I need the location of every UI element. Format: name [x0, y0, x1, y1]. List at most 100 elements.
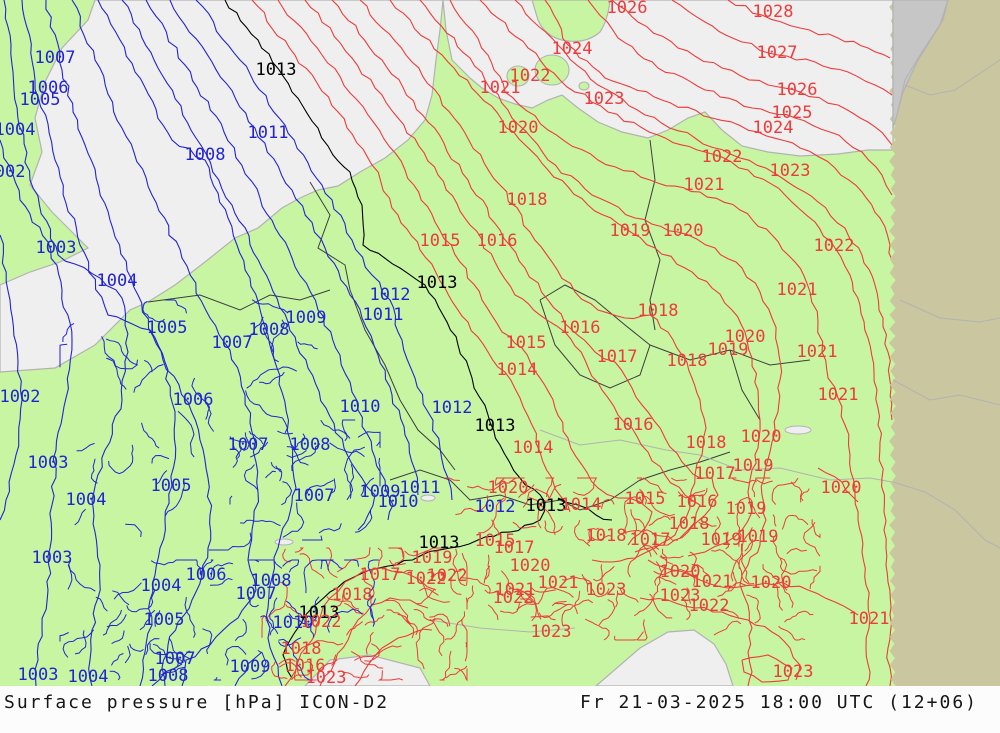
terrain-noise — [160, 666, 186, 676]
terrain-noise — [177, 559, 202, 576]
terrain-noise — [484, 589, 504, 597]
isobar-label: 1021 — [684, 175, 725, 195]
terrain-noise — [251, 299, 289, 314]
isobar-label: 1005 — [147, 318, 188, 338]
terrain-noise — [288, 613, 309, 625]
terrain-noise — [429, 613, 451, 627]
isobar-label: 1028 — [753, 2, 794, 22]
terrain-noise — [240, 519, 281, 527]
terrain-noise — [740, 543, 750, 584]
terrain-noise — [113, 582, 142, 600]
pressure-contour-map: 1007100610051004100210081011100310041005… — [0, 0, 1000, 686]
terrain-noise — [634, 518, 652, 558]
isobar-line-1012 — [195, 0, 453, 501]
isobar-line-1025 — [587, 0, 893, 196]
isobar-label: 1017 — [494, 538, 535, 558]
isobar-label: 1019 — [733, 456, 774, 476]
terrain-noise — [721, 608, 740, 619]
terrain-noise — [404, 547, 445, 557]
terrain-noise — [59, 343, 68, 368]
terrain-noise — [326, 596, 360, 610]
terrain-noise — [67, 560, 73, 590]
terrain-noise — [772, 514, 777, 527]
terrain-noise — [251, 650, 267, 680]
terrain-noise — [282, 502, 305, 538]
isobar-label: 1018 — [686, 433, 727, 453]
isobar-label: 1009 — [230, 657, 271, 677]
terrain-noise — [343, 446, 366, 501]
terrain-noise — [248, 559, 267, 563]
terrain-noise — [522, 488, 550, 508]
isobar-label: 1021 — [495, 580, 536, 600]
isobar-label: 1003 — [32, 548, 73, 568]
isobar-label: 1013 — [256, 60, 297, 80]
isobar-label: 1020 — [725, 327, 766, 347]
terrain-noise — [419, 579, 450, 603]
terrain-noise — [444, 611, 466, 641]
terrain-noise — [601, 566, 615, 584]
terrain-noise — [639, 488, 648, 505]
terrain-noise — [529, 496, 556, 535]
isobar-label: 1004 — [141, 576, 182, 596]
terrain-noise — [455, 495, 489, 516]
isobar-label: 1010 — [273, 613, 314, 633]
isobar-line-1011 — [169, 0, 419, 496]
terrain-noise — [249, 441, 269, 458]
terrain-noise — [386, 609, 411, 626]
terrain-noise — [101, 336, 139, 370]
terrain-noise — [784, 610, 814, 623]
terrain-noise — [156, 470, 168, 485]
terrain-noise — [623, 496, 644, 535]
isobar-line-1008 — [97, 0, 297, 686]
terrain-noise — [245, 390, 288, 434]
isobar-line-1010 — [145, 0, 394, 521]
isobar-label: 1024 — [552, 39, 593, 59]
isobar-label: 1008 — [251, 571, 292, 591]
terrain-noise — [106, 614, 127, 628]
terrain-noise — [142, 300, 165, 323]
terrain-noise — [202, 628, 213, 655]
isobar-line-1028 — [727, 0, 891, 59]
isobar-label: 1018 — [638, 301, 679, 321]
isobar-label: 1014 — [513, 438, 554, 458]
isobar-label: 1004 — [97, 271, 138, 291]
terrain-noise — [270, 319, 285, 353]
river — [539, 429, 893, 483]
terrain-noise — [243, 464, 259, 491]
terrain-noise — [751, 477, 771, 497]
terrain-noise — [586, 527, 600, 544]
outside-domain-border — [897, 0, 949, 111]
isobar-line-1018 — [359, 0, 707, 563]
terrain-noise — [465, 597, 468, 610]
isobar-line-1020 — [817, 467, 859, 503]
country-border — [147, 289, 331, 311]
isobar-label: 1023 — [531, 622, 572, 642]
isobar-label: 1018 — [667, 351, 708, 371]
pressure-map: 1007100610051004100210081011100310041005… — [0, 0, 1000, 686]
terrain-noise — [183, 650, 191, 663]
terrain-noise — [518, 591, 537, 622]
isobar-line-1007 — [71, 0, 260, 686]
terrain-noise — [484, 554, 490, 580]
terrain-noise — [243, 432, 250, 452]
isobar-line-1006 — [45, 0, 213, 686]
isobar-label: 1019 — [412, 548, 453, 568]
isobar-label: 1016 — [677, 492, 718, 512]
terrain-noise — [224, 645, 247, 666]
terrain-noise — [688, 487, 708, 502]
lake — [274, 538, 294, 546]
isobar-label: 1010 — [378, 492, 419, 512]
terrain-noise — [133, 364, 164, 393]
isobar-label: 1020 — [821, 478, 862, 498]
terrain-noise — [246, 366, 298, 389]
terrain-noise — [278, 638, 313, 681]
terrain-noise — [111, 630, 125, 645]
terrain-noise — [652, 590, 673, 619]
terrain-noise — [738, 538, 755, 585]
terrain-noise — [331, 654, 337, 666]
isobar-label: 1008 — [185, 145, 226, 165]
terrain-noise — [149, 643, 191, 660]
terrain-noise — [491, 519, 502, 538]
terrain-noise — [713, 620, 742, 636]
terrain-noise — [90, 458, 98, 484]
